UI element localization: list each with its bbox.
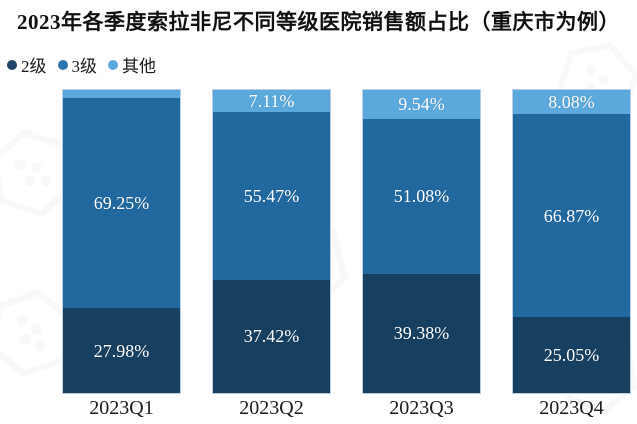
segment-value-label: 69.25% bbox=[93, 193, 150, 214]
x-axis-label-q4: 2023Q4 bbox=[539, 397, 604, 419]
legend-label-tier3: 3级 bbox=[71, 57, 98, 76]
x-axis: 2023Q1 2023Q2 2023Q3 2023Q4 bbox=[0, 397, 637, 421]
segment-value-label: 55.47% bbox=[243, 185, 300, 206]
segment-value-label: 37.42% bbox=[243, 326, 300, 347]
x-axis-label-q2: 2023Q2 bbox=[239, 397, 304, 419]
legend: 2级 3级 其他 bbox=[7, 52, 156, 77]
bar-segment-2023Q1-2级: 27.98% bbox=[63, 308, 180, 393]
segment-value-label: 39.38% bbox=[393, 323, 450, 344]
plot-area: 69.25% 27.98% 7.11% 55.47% 37.42% 9.54% 51.08%… bbox=[0, 89, 637, 394]
bar-segment-2023Q1-其他 bbox=[63, 90, 180, 99]
legend-dot-tier3-icon bbox=[57, 59, 68, 70]
x-axis-label-q3: 2023Q3 bbox=[389, 397, 454, 419]
bar-2023Q3: 9.54% 51.08% 39.38% bbox=[362, 89, 481, 394]
legend-dot-tier2-icon bbox=[7, 59, 17, 70]
bar-segment-2023Q4-其他: 8.08% bbox=[513, 90, 630, 115]
bar-segment-2023Q1-3级: 69.25% bbox=[63, 98, 180, 309]
segment-value-label: 9.54% bbox=[398, 94, 445, 115]
bar-segment-2023Q4-2级: 25.05% bbox=[513, 317, 630, 393]
segment-value-label: 66.87% bbox=[543, 205, 600, 226]
bar-segment-2023Q3-2级: 39.38% bbox=[363, 273, 480, 393]
bar-2023Q2: 7.11% 55.47% 37.42% bbox=[212, 89, 331, 394]
segment-value-label: 51.08% bbox=[393, 186, 450, 207]
segment-value-label: 8.08% bbox=[548, 92, 595, 113]
segment-value-label: 7.11% bbox=[248, 90, 295, 111]
bar-segment-2023Q2-其他: 7.11% bbox=[213, 90, 330, 112]
bar-2023Q1: 69.25% 27.98% bbox=[62, 89, 181, 394]
chart-title: 2023年各季度索拉非尼不同等级医院销售额占比（重庆市为例） bbox=[17, 10, 620, 34]
legend-item-tier3: 3级 bbox=[57, 52, 98, 77]
legend-item-other: 其他 bbox=[108, 52, 156, 77]
legend-item-tier2: 2级 bbox=[7, 52, 47, 77]
bar-segment-2023Q4-3级: 66.87% bbox=[513, 114, 630, 318]
bar-segment-2023Q2-2级: 37.42% bbox=[213, 279, 330, 393]
bar-segment-2023Q3-其他: 9.54% bbox=[363, 90, 480, 119]
bar-segment-2023Q2-3级: 55.47% bbox=[213, 111, 330, 280]
segment-value-label: 27.98% bbox=[93, 340, 150, 361]
legend-label-other: 其他 bbox=[122, 57, 156, 76]
bar-segment-2023Q3-3级: 51.08% bbox=[363, 118, 480, 274]
segment-value-label: 25.05% bbox=[543, 345, 600, 366]
legend-label-tier2: 2级 bbox=[21, 57, 47, 76]
x-axis-label-q1: 2023Q1 bbox=[89, 397, 154, 419]
bar-2023Q4: 8.08% 66.87% 25.05% bbox=[512, 89, 631, 394]
legend-dot-other-icon bbox=[108, 59, 118, 70]
